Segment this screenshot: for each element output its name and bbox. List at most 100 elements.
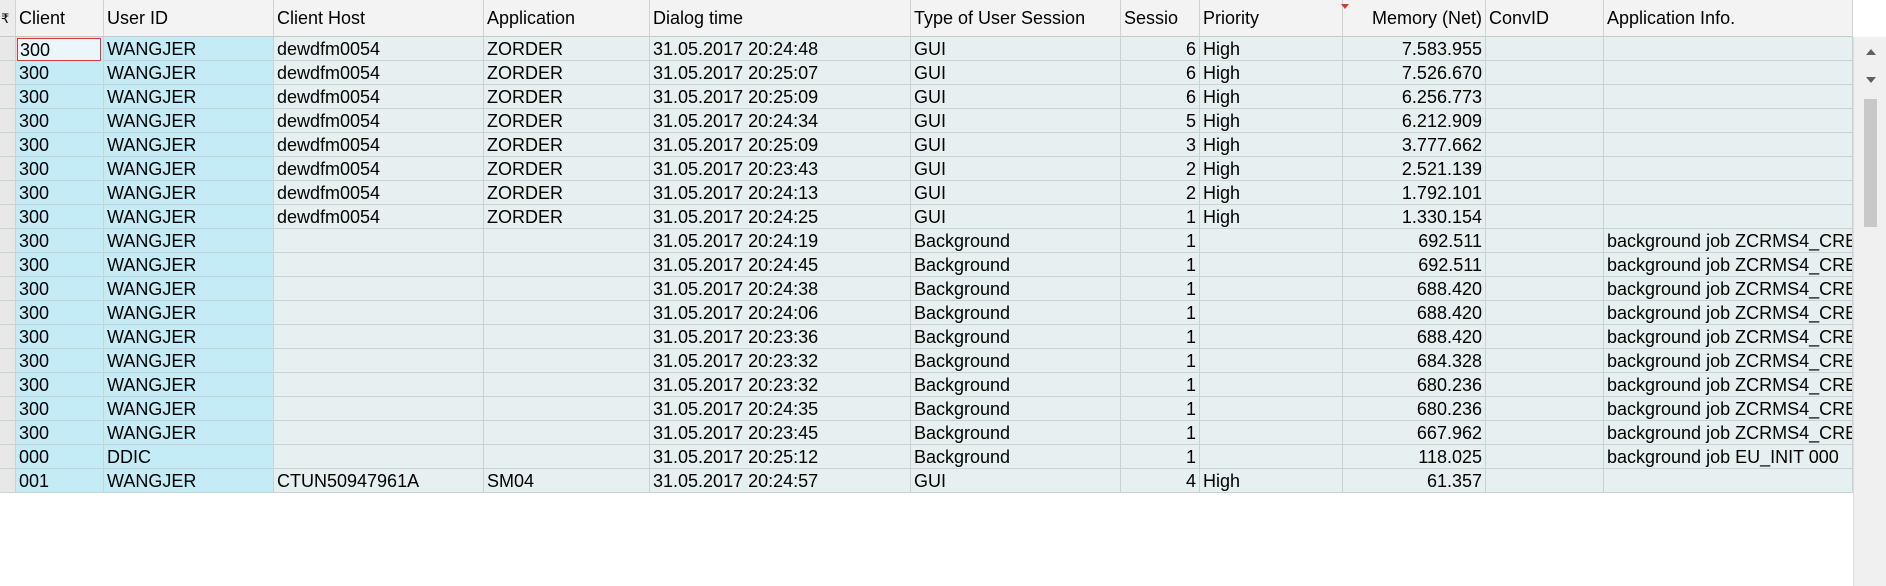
row-selector[interactable] — [0, 205, 16, 229]
cell-user-id[interactable]: WANGJER — [104, 469, 274, 493]
cell-client-host[interactable]: dewdfm0054 — [274, 109, 484, 133]
cell-client-host[interactable]: dewdfm0054 — [274, 133, 484, 157]
row-selector[interactable] — [0, 325, 16, 349]
cell-sessions[interactable]: 1 — [1121, 301, 1200, 325]
cell-sessions[interactable]: 6 — [1121, 61, 1200, 85]
cell-sessions[interactable]: 1 — [1121, 253, 1200, 277]
cell-conv-id[interactable] — [1486, 181, 1604, 205]
cell-application[interactable] — [484, 373, 650, 397]
row-selector[interactable] — [0, 253, 16, 277]
cell-application-info[interactable] — [1604, 469, 1853, 493]
cell-conv-id[interactable] — [1486, 325, 1604, 349]
table-row[interactable]: 300 WANGJER 31.05.2017 20:24:35 Background 1… — [0, 397, 1853, 421]
table-row[interactable]: 300 WANGJER 31.05.2017 20:23:45 Background 1… — [0, 421, 1853, 445]
cell-application-info[interactable] — [1604, 181, 1853, 205]
cell-user-id[interactable]: WANGJER — [104, 37, 274, 61]
cell-priority[interactable] — [1200, 301, 1343, 325]
cell-application[interactable] — [484, 301, 650, 325]
col-header-client[interactable]: Client — [16, 0, 104, 37]
cell-application[interactable]: ZORDER — [484, 37, 650, 61]
table-row[interactable]: 000 DDIC 31.05.2017 20:25:12 Background 1 118… — [0, 445, 1853, 469]
cell-client-host[interactable]: dewdfm0054 — [274, 205, 484, 229]
cell-application-info[interactable] — [1604, 133, 1853, 157]
cell-client-host[interactable] — [274, 229, 484, 253]
cell-memory-net[interactable]: 692.511 — [1343, 229, 1486, 253]
cell-session-type[interactable]: Background — [911, 325, 1121, 349]
cell-application[interactable] — [484, 229, 650, 253]
cell-memory-net[interactable]: 6.256.773 — [1343, 85, 1486, 109]
cell-memory-net[interactable]: 1.330.154 — [1343, 205, 1486, 229]
cell-priority[interactable]: High — [1200, 469, 1343, 493]
cell-conv-id[interactable] — [1486, 229, 1604, 253]
cell-session-type[interactable]: GUI — [911, 85, 1121, 109]
row-selector[interactable] — [0, 469, 16, 493]
table-row[interactable]: 300 WANGJER 31.05.2017 20:24:45 Background 1… — [0, 253, 1853, 277]
cell-user-id[interactable]: WANGJER — [104, 301, 274, 325]
cell-client[interactable]: 300 — [16, 181, 104, 205]
cell-client-host[interactable]: CTUN50947961A — [274, 469, 484, 493]
cell-application[interactable] — [484, 325, 650, 349]
cell-application[interactable]: SM04 — [484, 469, 650, 493]
cell-dialog-time[interactable]: 31.05.2017 20:24:35 — [650, 397, 911, 421]
cell-client-host[interactable] — [274, 301, 484, 325]
cell-sessions[interactable]: 1 — [1121, 397, 1200, 421]
row-selector[interactable] — [0, 229, 16, 253]
cell-dialog-time[interactable]: 31.05.2017 20:24:48 — [650, 37, 911, 61]
cell-application[interactable] — [484, 277, 650, 301]
table-row[interactable]: 300 WANGJER 31.05.2017 20:23:32 Background 1… — [0, 349, 1853, 373]
cell-application-info[interactable]: background job ZCRMS4_CRE — [1604, 229, 1853, 253]
cell-priority[interactable] — [1200, 397, 1343, 421]
cell-client[interactable]: 300 — [16, 397, 104, 421]
cell-client[interactable]: 300 — [16, 157, 104, 181]
cell-session-type[interactable]: GUI — [911, 61, 1121, 85]
cell-client[interactable]: 001 — [16, 469, 104, 493]
cell-user-id[interactable]: WANGJER — [104, 349, 274, 373]
cell-conv-id[interactable] — [1486, 133, 1604, 157]
vertical-scrollbar[interactable] — [1853, 37, 1886, 586]
cell-application[interactable]: ZORDER — [484, 109, 650, 133]
scrollbar-thumb[interactable] — [1864, 99, 1877, 227]
cell-user-id[interactable]: DDIC — [104, 445, 274, 469]
cell-application[interactable] — [484, 349, 650, 373]
cell-client[interactable]: 300 — [16, 253, 104, 277]
cell-session-type[interactable]: GUI — [911, 37, 1121, 61]
cell-memory-net[interactable]: 667.962 — [1343, 421, 1486, 445]
cell-client-host[interactable] — [274, 253, 484, 277]
cell-client[interactable]: 300 — [16, 349, 104, 373]
cell-application-info[interactable] — [1604, 61, 1853, 85]
cell-session-type[interactable]: GUI — [911, 109, 1121, 133]
cell-client-host[interactable] — [274, 421, 484, 445]
row-selector[interactable] — [0, 181, 16, 205]
cell-user-id[interactable]: WANGJER — [104, 61, 274, 85]
cell-user-id[interactable]: WANGJER — [104, 325, 274, 349]
cell-application-info[interactable] — [1604, 37, 1853, 61]
cell-sessions[interactable]: 2 — [1121, 181, 1200, 205]
cell-application[interactable]: ZORDER — [484, 133, 650, 157]
cell-client[interactable]: 300 — [16, 325, 104, 349]
cell-dialog-time[interactable]: 31.05.2017 20:24:57 — [650, 469, 911, 493]
cell-dialog-time[interactable]: 31.05.2017 20:23:32 — [650, 349, 911, 373]
cell-dialog-time[interactable]: 31.05.2017 20:25:07 — [650, 61, 911, 85]
cell-session-type[interactable]: GUI — [911, 469, 1121, 493]
cell-application-info[interactable] — [1604, 85, 1853, 109]
cell-memory-net[interactable]: 7.583.955 — [1343, 37, 1486, 61]
cell-application[interactable]: ZORDER — [484, 205, 650, 229]
col-header-memory-net[interactable]: Memory (Net) — [1343, 0, 1486, 37]
cell-user-id[interactable]: WANGJER — [104, 421, 274, 445]
cell-client[interactable]: 300 — [16, 205, 104, 229]
cell-session-type[interactable]: Background — [911, 277, 1121, 301]
cell-user-id[interactable]: WANGJER — [104, 277, 274, 301]
cell-conv-id[interactable] — [1486, 85, 1604, 109]
cell-memory-net[interactable]: 7.526.670 — [1343, 61, 1486, 85]
cell-session-type[interactable]: Background — [911, 373, 1121, 397]
cell-application-info[interactable]: background job ZCRMS4_CRE — [1604, 397, 1853, 421]
cell-application[interactable] — [484, 421, 650, 445]
cell-sessions[interactable]: 1 — [1121, 229, 1200, 253]
cell-application-info[interactable] — [1604, 205, 1853, 229]
col-header-priority[interactable]: Priority — [1200, 0, 1343, 37]
row-selector[interactable] — [0, 133, 16, 157]
